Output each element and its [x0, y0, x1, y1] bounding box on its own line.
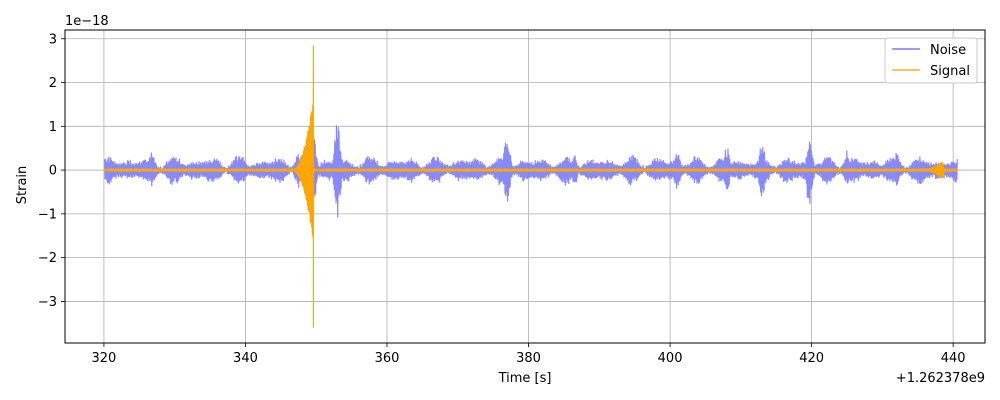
y-axis-label: Strain [15, 166, 30, 205]
y-tick-label: 0 [49, 164, 57, 179]
x-tick-label: 420 [799, 351, 824, 366]
y-tick-label: −1 [38, 207, 57, 222]
y-tick-label: 2 [49, 76, 57, 91]
x-tick-label: 400 [658, 351, 683, 366]
y-scale-label: 1e−18 [65, 14, 109, 29]
signal-series-line [104, 45, 958, 328]
x-tick-label: 320 [92, 351, 117, 366]
axes-frame [64, 29, 986, 344]
x-tick-label: 360 [375, 351, 400, 366]
x-tick-label: 340 [233, 351, 258, 366]
y-tick-label: −3 [38, 295, 57, 310]
legend: Noise Signal [884, 37, 978, 84]
legend-signal-label: Signal [930, 64, 970, 79]
legend-noise-label: Noise [930, 43, 966, 58]
x-tick-label: 440 [941, 351, 966, 366]
y-tick-label: 3 [49, 32, 57, 47]
plot-area [104, 45, 958, 328]
x-offset-label: +1.262378e9 [896, 371, 985, 386]
ticks: 320 340 360 380 400 420 440 3 2 1 0 −1 −2 −3 [38, 32, 966, 366]
x-axis-label: Time [s] [498, 371, 552, 386]
y-tick-label: −2 [38, 251, 57, 266]
y-tick-label: 1 [49, 120, 57, 135]
x-tick-label: 380 [516, 351, 541, 366]
